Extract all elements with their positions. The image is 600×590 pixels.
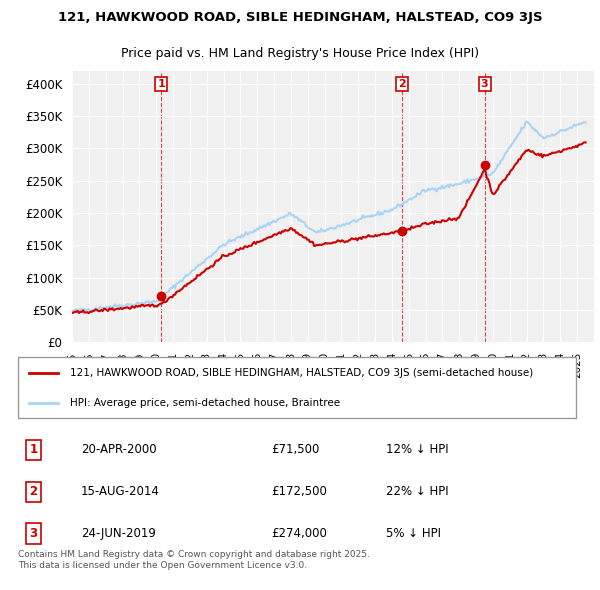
Text: 3: 3 — [29, 527, 37, 540]
Text: 2: 2 — [398, 79, 406, 89]
Text: 3: 3 — [481, 79, 488, 89]
Text: Contains HM Land Registry data © Crown copyright and database right 2025.
This d: Contains HM Land Registry data © Crown c… — [18, 550, 370, 570]
Text: £274,000: £274,000 — [271, 527, 327, 540]
Text: 24-JUN-2019: 24-JUN-2019 — [81, 527, 156, 540]
FancyBboxPatch shape — [18, 358, 577, 418]
Text: £71,500: £71,500 — [271, 443, 320, 456]
Text: 121, HAWKWOOD ROAD, SIBLE HEDINGHAM, HALSTEAD, CO9 3JS (semi-detached house): 121, HAWKWOOD ROAD, SIBLE HEDINGHAM, HAL… — [70, 368, 533, 378]
Text: 5% ↓ HPI: 5% ↓ HPI — [386, 527, 442, 540]
Text: 1: 1 — [157, 79, 165, 89]
Text: 2: 2 — [29, 485, 37, 498]
Text: 12% ↓ HPI: 12% ↓ HPI — [386, 443, 449, 456]
Text: HPI: Average price, semi-detached house, Braintree: HPI: Average price, semi-detached house,… — [70, 398, 340, 408]
Text: 15-AUG-2014: 15-AUG-2014 — [81, 485, 160, 498]
Text: £172,500: £172,500 — [271, 485, 327, 498]
Text: 121, HAWKWOOD ROAD, SIBLE HEDINGHAM, HALSTEAD, CO9 3JS: 121, HAWKWOOD ROAD, SIBLE HEDINGHAM, HAL… — [58, 11, 542, 24]
Text: 20-APR-2000: 20-APR-2000 — [81, 443, 157, 456]
Text: Price paid vs. HM Land Registry's House Price Index (HPI): Price paid vs. HM Land Registry's House … — [121, 47, 479, 60]
Text: 1: 1 — [29, 443, 37, 456]
Text: 22% ↓ HPI: 22% ↓ HPI — [386, 485, 449, 498]
